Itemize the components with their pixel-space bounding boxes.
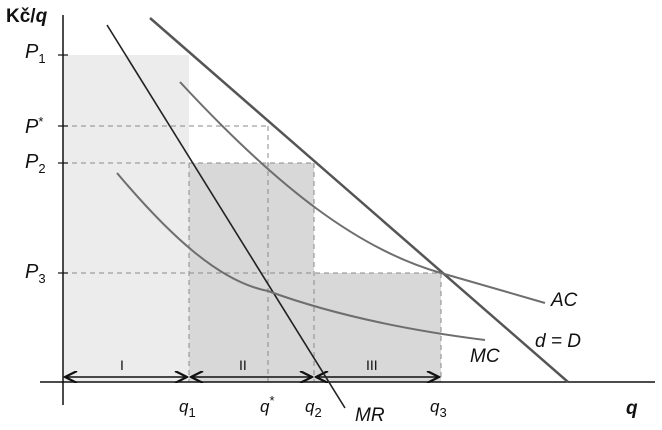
label-q1: q1 bbox=[179, 397, 196, 420]
label-q2: q2 bbox=[305, 397, 322, 420]
label-block-one: I bbox=[120, 357, 124, 373]
label-block-three: III bbox=[366, 357, 378, 373]
label-p1: P1 bbox=[25, 41, 46, 66]
label-pstar: P* bbox=[25, 114, 43, 138]
demand-line bbox=[149, 17, 569, 383]
mr-line bbox=[106, 24, 346, 409]
block-three-area bbox=[314, 273, 441, 382]
label-mc: MC bbox=[470, 346, 500, 367]
label-p2: P2 bbox=[25, 151, 46, 176]
mc-curve bbox=[116, 172, 486, 341]
label-mr: MR bbox=[355, 405, 385, 425]
y-axis-title: Kč/q bbox=[6, 6, 48, 27]
ac-curve bbox=[179, 81, 546, 304]
label-qstar: q* bbox=[260, 393, 275, 416]
label-ac: AC bbox=[550, 290, 578, 311]
label-demand: d = D bbox=[535, 331, 581, 352]
y-ticks bbox=[58, 54, 68, 274]
label-block-two: II bbox=[239, 357, 247, 373]
block-one-area bbox=[63, 55, 189, 382]
label-q3: q3 bbox=[430, 397, 447, 420]
guide-lines bbox=[63, 125, 442, 382]
x-axis-title: q bbox=[626, 398, 638, 419]
label-p3: P3 bbox=[25, 261, 46, 286]
